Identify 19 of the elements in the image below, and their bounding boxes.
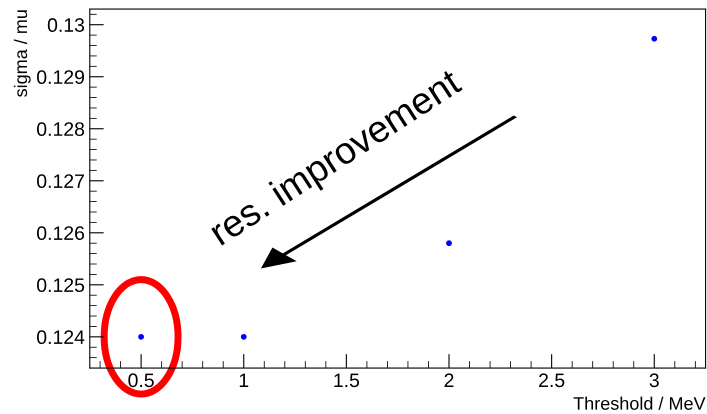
- x-tick-label: 3: [650, 373, 659, 388]
- point: [138, 334, 144, 340]
- x-tick-label: 1.5: [334, 374, 360, 388]
- y-axis-title: sigma / mu: [14, 10, 31, 97]
- x-tick-label: 0.5: [128, 373, 154, 388]
- x-tick-label: 2: [444, 373, 454, 387]
- y-tick-label: 0.125: [37, 278, 84, 292]
- y-tick-label: 0.128: [37, 122, 84, 136]
- x-axis-title: Threshold / MeV: [574, 396, 706, 410]
- y-tick-label: 0.127: [37, 174, 84, 188]
- y-tick-label: 0.126: [37, 226, 84, 240]
- point: [240, 334, 247, 340]
- x-tick-label: 1: [240, 374, 248, 387]
- point: [651, 36, 658, 42]
- x-tick-label: 2.5: [539, 373, 564, 388]
- y-tick-label: 0.13: [48, 18, 84, 32]
- point: [446, 240, 452, 246]
- y-tick-label: 0.129: [37, 70, 84, 84]
- y-tick-label: 0.124: [37, 330, 84, 344]
